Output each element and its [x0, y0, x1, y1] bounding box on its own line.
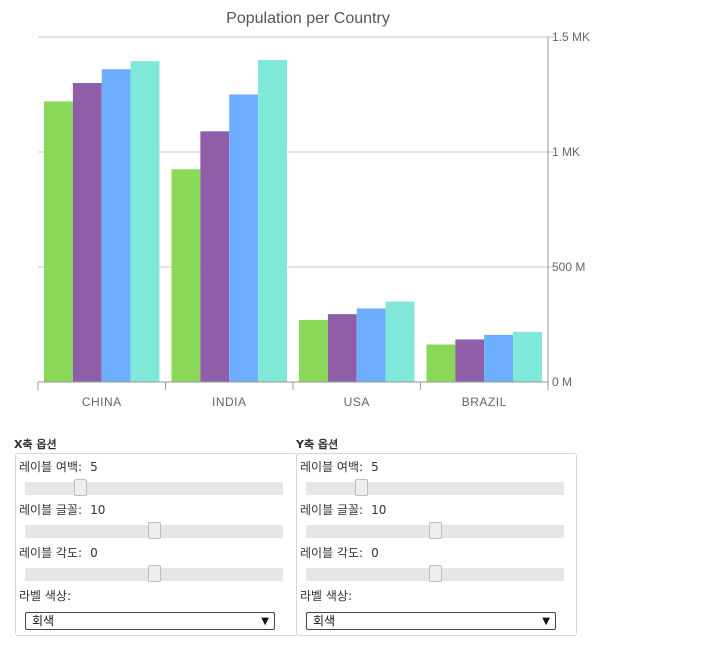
bar-brazil-series-4	[513, 331, 542, 382]
y-label-angle-slider-thumb[interactable]	[428, 565, 442, 582]
y-label-angle-row: 레이블 각도: 0	[300, 544, 379, 561]
y-label-font-value: 10	[371, 503, 387, 517]
chevron-down-icon: ▼	[261, 616, 269, 627]
bar-brazil-series-3	[484, 334, 514, 382]
bar-india-series-2	[200, 131, 230, 382]
chart-title: Population per Country	[226, 10, 390, 27]
bar-china-series-3	[101, 69, 131, 382]
x-label-angle-value: 0	[90, 546, 98, 560]
bar-india-series-4	[258, 60, 287, 382]
bar-china-series-4	[130, 61, 160, 383]
x-label-margin-row: 레이블 여백: 5	[19, 458, 98, 475]
bar-usa-series-2	[327, 314, 357, 382]
y-label-font-slider[interactable]	[306, 522, 564, 539]
axes: 0 M 500 M 1 MK 1.5 MK CHINA INDIA USA BRAZIL	[37, 30, 590, 409]
y-label-font-label: 레이블 글꼴:	[300, 503, 364, 517]
y-label-angle-label: 레이블 각도:	[300, 546, 364, 560]
bar-brazil-series-2	[455, 339, 485, 382]
y-label-font-row: 레이블 글꼴: 10	[300, 501, 386, 518]
y-label-angle-slider[interactable]	[306, 565, 564, 582]
y-tick-label: 500 M	[552, 260, 585, 274]
x-label-color-label: 라벨 색상:	[19, 589, 72, 603]
x-label-font-slider[interactable]	[25, 522, 283, 539]
bar-usa-series-1	[299, 319, 328, 382]
x-label-angle-slider-thumb[interactable]	[147, 565, 161, 582]
x-label-margin-slider-thumb[interactable]	[74, 479, 87, 496]
y-label-font-slider-thumb[interactable]	[428, 522, 442, 539]
x-tick-label: BRAZIL	[462, 395, 507, 409]
x-options-panel: 레이블 여백: 5 레이블 글꼴: 10 레이블 각도: 0 라벨 색상: 회색 ▼	[15, 453, 297, 636]
bar-china-series-1	[44, 101, 73, 383]
x-label-margin-value: 5	[90, 460, 98, 474]
x-tick-label: USA	[344, 395, 370, 409]
bar-india-series-3	[229, 94, 259, 382]
y-label-margin-slider[interactable]	[306, 479, 564, 496]
chevron-down-icon: ▼	[542, 616, 550, 627]
y-options-title: Y축 옵션	[296, 438, 339, 451]
x-label-margin-slider[interactable]	[25, 479, 283, 496]
x-label-angle-row: 레이블 각도: 0	[19, 544, 98, 561]
bars	[44, 60, 542, 383]
x-tick-label: CHINA	[82, 395, 122, 409]
x-label-font-value: 10	[90, 503, 106, 517]
y-options-panel: 레이블 여백: 5 레이블 글꼴: 10 레이블 각도: 0 라벨 색상: 회색 ▼	[296, 453, 577, 636]
y-label-margin-value: 5	[371, 460, 379, 474]
y-label-color-selected: 회색	[313, 614, 336, 628]
x-label-color-row: 라벨 색상:	[19, 587, 71, 604]
x-label-font-row: 레이블 글꼴: 10	[19, 501, 105, 518]
bar-india-series-1	[171, 169, 201, 382]
x-label-font-slider-thumb[interactable]	[147, 522, 161, 539]
x-label-color-selected: 회색	[32, 614, 55, 628]
x-options-title: X축 옵션	[14, 438, 57, 451]
y-label-color-select[interactable]: 회색 ▼	[306, 612, 556, 630]
y-label-margin-label: 레이블 여백:	[300, 460, 364, 474]
y-tick-label: 1.5 MK	[552, 30, 590, 44]
bar-usa-series-4	[385, 301, 415, 382]
population-bar-chart: Population per Country 0 M 500 M 1 MK 1.5 M…	[37, 10, 590, 409]
y-label-angle-value: 0	[371, 546, 379, 560]
y-tick-label: 1 MK	[552, 145, 580, 159]
y-label-color-row: 라벨 색상:	[300, 587, 352, 604]
x-label-angle-label: 레이블 각도:	[19, 546, 83, 560]
bar-china-series-2	[72, 83, 102, 382]
x-tick-label: INDIA	[212, 395, 247, 409]
bar-usa-series-3	[356, 308, 386, 382]
y-label-margin-row: 레이블 여백: 5	[300, 458, 379, 475]
x-label-angle-slider[interactable]	[25, 565, 283, 582]
x-label-font-label: 레이블 글꼴:	[19, 503, 83, 517]
x-label-color-select[interactable]: 회색 ▼	[25, 612, 275, 630]
x-label-margin-label: 레이블 여백:	[19, 460, 83, 474]
y-label-margin-slider-thumb[interactable]	[355, 479, 368, 496]
y-tick-label: 0 M	[552, 375, 572, 389]
y-label-color-label: 라벨 색상:	[300, 589, 353, 603]
bar-brazil-series-1	[426, 344, 456, 382]
